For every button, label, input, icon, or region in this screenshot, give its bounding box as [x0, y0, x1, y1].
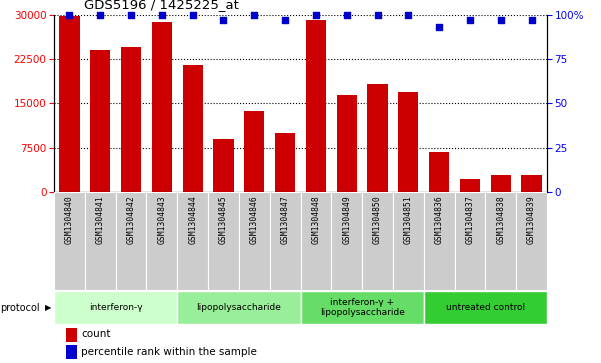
Text: GSM1304841: GSM1304841	[96, 195, 105, 244]
Bar	[331, 192, 362, 290]
Bar	[337, 94, 357, 192]
Bar	[59, 16, 79, 192]
Point	[65, 12, 75, 17]
Text: percentile rank within the sample: percentile rank within the sample	[81, 347, 257, 356]
Bar	[367, 85, 388, 192]
Bar	[490, 175, 511, 192]
Bar	[393, 192, 424, 290]
Point	[188, 12, 198, 17]
Point	[96, 12, 105, 17]
Point	[311, 12, 321, 17]
Text: GSM1304845: GSM1304845	[219, 195, 228, 244]
Bar	[300, 192, 331, 290]
Text: GSM1304851: GSM1304851	[404, 195, 413, 244]
Bar	[213, 139, 234, 192]
Bar	[152, 22, 172, 192]
Text: GSM1304850: GSM1304850	[373, 195, 382, 244]
Bar	[270, 192, 300, 290]
Bar	[486, 192, 516, 290]
Bar	[54, 192, 85, 290]
Text: GSM1304849: GSM1304849	[342, 195, 351, 244]
Point	[373, 12, 382, 17]
Bar	[362, 192, 393, 290]
Point	[465, 17, 475, 23]
Bar	[239, 192, 270, 290]
Bar	[454, 192, 486, 290]
Bar	[516, 192, 547, 290]
Point	[342, 12, 352, 17]
Bar	[121, 47, 141, 192]
Bar	[177, 291, 300, 324]
Text: interferon-γ +
lipopolysaccharide: interferon-γ + lipopolysaccharide	[320, 298, 404, 317]
Point	[435, 24, 444, 30]
Point	[280, 17, 290, 23]
Text: lipopolysaccharide: lipopolysaccharide	[197, 303, 281, 312]
Bar	[424, 192, 454, 290]
Bar	[90, 50, 111, 192]
Bar	[183, 65, 203, 192]
Bar	[147, 192, 177, 290]
Bar	[85, 192, 115, 290]
Bar	[275, 133, 295, 192]
Bar	[429, 152, 449, 192]
Text: GSM1304842: GSM1304842	[127, 195, 136, 244]
Text: GSM1304837: GSM1304837	[465, 195, 474, 244]
Text: GSM1304836: GSM1304836	[435, 195, 444, 244]
Text: GSM1304847: GSM1304847	[281, 195, 290, 244]
Bar	[398, 91, 418, 192]
Bar	[300, 291, 424, 324]
Bar	[424, 291, 547, 324]
Point	[249, 12, 259, 17]
Point	[526, 17, 536, 23]
Point	[219, 17, 228, 23]
Text: GSM1304843: GSM1304843	[157, 195, 166, 244]
Bar	[54, 291, 177, 324]
Point	[126, 12, 136, 17]
Text: GSM1304838: GSM1304838	[496, 195, 505, 244]
Text: GDS5196 / 1425225_at: GDS5196 / 1425225_at	[84, 0, 239, 11]
Point	[157, 12, 166, 17]
Bar	[244, 111, 264, 192]
Text: GSM1304846: GSM1304846	[250, 195, 259, 244]
Text: protocol: protocol	[1, 303, 40, 313]
Point	[496, 17, 505, 23]
Text: GSM1304844: GSM1304844	[188, 195, 197, 244]
Bar	[460, 179, 480, 192]
Bar	[522, 175, 542, 192]
Bar	[306, 20, 326, 192]
Bar	[208, 192, 239, 290]
Bar	[115, 192, 147, 290]
Bar	[177, 192, 208, 290]
Text: GSM1304840: GSM1304840	[65, 195, 74, 244]
Text: untreated control: untreated control	[446, 303, 525, 312]
Text: interferon-γ: interferon-γ	[89, 303, 142, 312]
Text: count: count	[81, 329, 111, 339]
Text: ▶: ▶	[45, 303, 52, 312]
Point	[403, 12, 413, 17]
Text: GSM1304839: GSM1304839	[527, 195, 536, 244]
Text: GSM1304848: GSM1304848	[311, 195, 320, 244]
